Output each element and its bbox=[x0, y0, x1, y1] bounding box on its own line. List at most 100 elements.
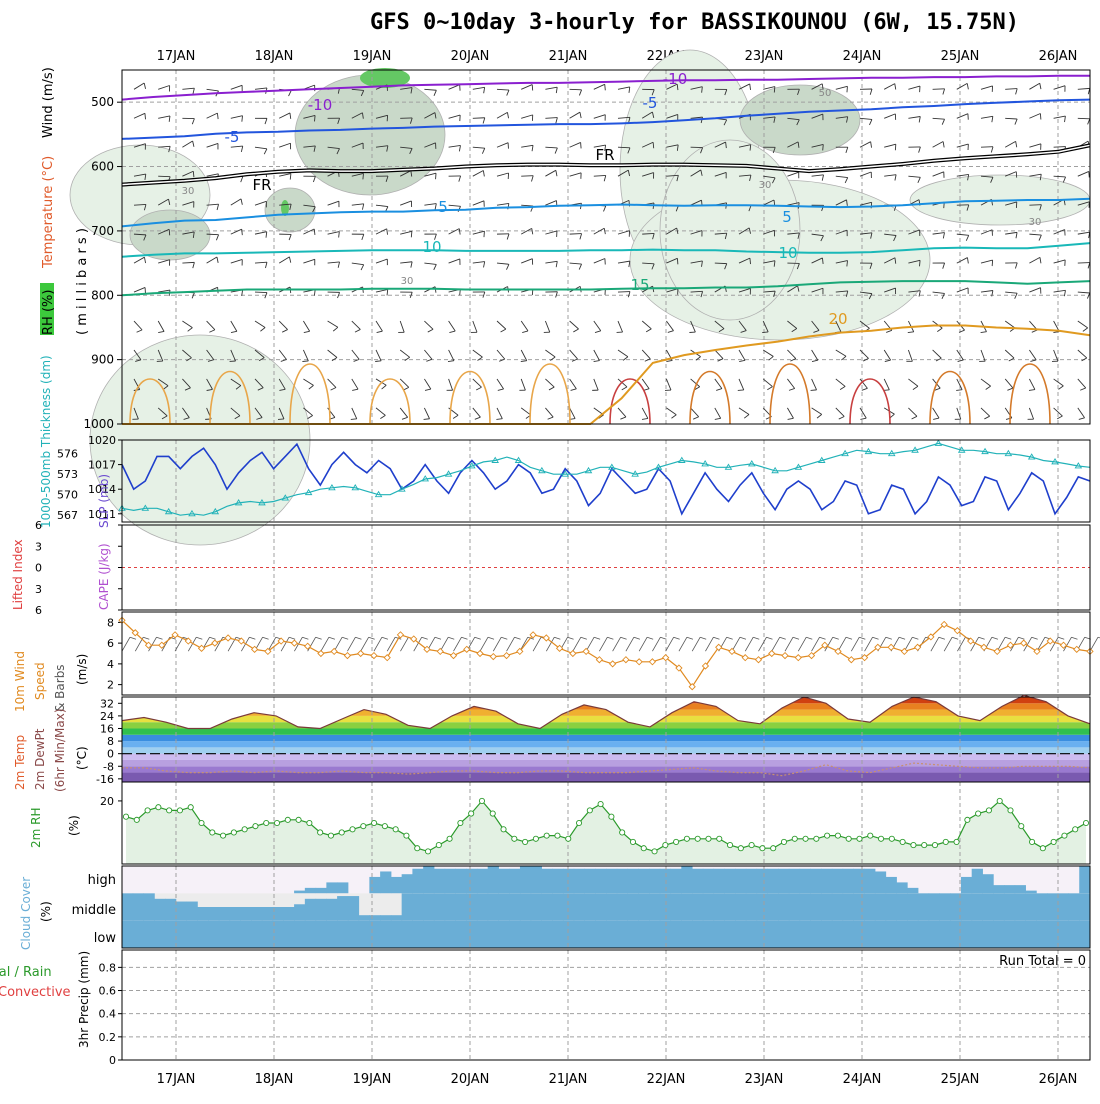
dewpt-axis-label: 2m DewPt bbox=[33, 728, 47, 790]
rh2m-marker bbox=[803, 836, 808, 841]
cloud-bar bbox=[628, 893, 639, 920]
wind10m-barb bbox=[780, 637, 786, 639]
wind10m-barb bbox=[573, 637, 581, 651]
wind-barb bbox=[473, 201, 484, 205]
wind-barb bbox=[506, 264, 508, 269]
cloud-bar bbox=[1047, 893, 1058, 920]
wind10m-barb bbox=[812, 637, 820, 651]
wind10m-barb bbox=[753, 637, 759, 639]
wind-barb bbox=[484, 87, 485, 93]
cloud-bar bbox=[628, 921, 639, 948]
wind-barb bbox=[570, 112, 580, 118]
cloud-axis-label: Cloud Cover bbox=[19, 877, 33, 950]
temperature-band bbox=[122, 760, 1090, 766]
wind10m-marker bbox=[451, 653, 457, 659]
wind-barb bbox=[193, 141, 194, 147]
cloud-bar bbox=[165, 899, 176, 921]
rh2m-marker bbox=[911, 842, 916, 847]
wind10m-barb bbox=[679, 637, 687, 651]
cloud-bar bbox=[681, 866, 692, 893]
wind-barb bbox=[449, 229, 460, 235]
cloud-bar bbox=[498, 893, 509, 920]
wind10m-barb bbox=[1005, 637, 1011, 639]
cloud-bar bbox=[810, 893, 821, 920]
wind10m-marker bbox=[901, 648, 907, 654]
wind-barb bbox=[594, 321, 601, 331]
contour-label: 50 bbox=[819, 88, 832, 99]
cloud-bar bbox=[735, 869, 746, 894]
cloud-bar bbox=[671, 869, 682, 894]
rh2m-marker bbox=[1073, 827, 1078, 832]
wind-barb bbox=[521, 145, 533, 147]
rh2m-marker bbox=[878, 836, 883, 841]
wind10m-barb bbox=[806, 637, 812, 639]
contour-label: -10 bbox=[663, 70, 688, 88]
wind-barb bbox=[207, 234, 219, 235]
cloud-bar bbox=[864, 921, 875, 948]
wind10m-barb bbox=[302, 637, 308, 639]
wind-barb bbox=[556, 118, 558, 124]
wind10m-axis-label: 10m Wind bbox=[13, 651, 27, 712]
wind-barb bbox=[967, 258, 968, 264]
wind-barb bbox=[957, 174, 969, 176]
rh2m-marker bbox=[199, 820, 204, 825]
wind-barb bbox=[933, 172, 944, 176]
cloud-bar bbox=[412, 921, 423, 948]
wind-barb bbox=[400, 231, 412, 234]
wind-barb bbox=[653, 142, 654, 148]
wind10m-barb bbox=[355, 637, 361, 639]
wind-barb bbox=[363, 173, 364, 179]
wind-barb bbox=[545, 147, 557, 148]
cloud-bar bbox=[380, 871, 391, 893]
wind10m-barb bbox=[493, 637, 501, 651]
cloud-bar bbox=[1047, 921, 1058, 948]
wind-barb bbox=[351, 419, 357, 420]
wind-barb bbox=[618, 261, 630, 263]
cloud-bar bbox=[757, 921, 768, 948]
date-label-bottom: 17JAN bbox=[157, 1072, 196, 1087]
cloud-bar bbox=[574, 893, 585, 920]
temperature-band bbox=[122, 735, 1090, 741]
wind10m-barb bbox=[462, 637, 468, 639]
wind-barb bbox=[1040, 83, 1041, 89]
cloud-bar bbox=[520, 866, 531, 893]
wind-barb bbox=[313, 176, 315, 182]
rh2m-marker bbox=[641, 846, 646, 851]
wind10m-barb bbox=[515, 637, 521, 639]
wind-barb bbox=[255, 321, 265, 327]
wind-barb bbox=[255, 88, 267, 89]
wind-barb bbox=[497, 112, 507, 118]
precip-tick-label: 0.6 bbox=[99, 985, 117, 998]
wind-barb bbox=[1039, 235, 1041, 241]
wind-barb bbox=[241, 199, 242, 205]
rh2m-marker bbox=[318, 830, 323, 835]
cloud-bar bbox=[498, 921, 509, 948]
rh2m-marker bbox=[997, 798, 1002, 803]
wind-barb bbox=[845, 178, 848, 183]
wind-barb bbox=[361, 265, 364, 270]
wind-barb bbox=[895, 84, 896, 90]
wind-barb bbox=[484, 262, 485, 268]
wind10m-barb bbox=[865, 637, 873, 651]
cloud-bar bbox=[509, 893, 520, 920]
temperature-band bbox=[122, 754, 1090, 760]
date-label-top: 23JAN bbox=[745, 49, 784, 64]
wind-barb bbox=[1054, 260, 1066, 263]
rh2m-marker bbox=[285, 817, 290, 822]
wind-barb bbox=[933, 292, 945, 293]
wind-barb bbox=[134, 83, 144, 89]
wind-barb bbox=[382, 385, 387, 389]
wind10m-barb bbox=[727, 637, 733, 639]
wind-barb bbox=[919, 147, 921, 153]
cloud-bar bbox=[509, 921, 520, 948]
wind-barb bbox=[231, 229, 242, 234]
wind-barb bbox=[303, 229, 314, 234]
wind10m-marker bbox=[477, 651, 483, 657]
wind10m-barb bbox=[554, 637, 560, 639]
wind-barb bbox=[1078, 379, 1086, 388]
cloud-bar bbox=[541, 869, 552, 894]
wind-barb bbox=[604, 228, 605, 234]
wind-barb bbox=[497, 143, 508, 148]
wind-barb bbox=[459, 229, 460, 235]
wind-barb bbox=[309, 385, 314, 389]
